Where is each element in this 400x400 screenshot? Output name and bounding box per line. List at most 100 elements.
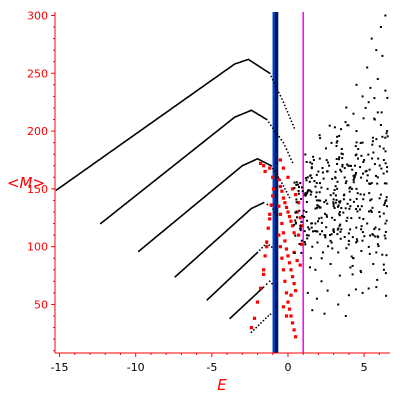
cloud-point bbox=[383, 182, 386, 185]
cloud-point bbox=[330, 233, 333, 236]
red-data-point bbox=[286, 254, 290, 258]
curve-point bbox=[268, 72, 271, 75]
cloud-point bbox=[376, 78, 379, 80]
cloud-point bbox=[332, 201, 335, 204]
cloud-point bbox=[333, 231, 335, 234]
cloud-point bbox=[336, 135, 339, 138]
cloud-point bbox=[307, 189, 310, 191]
cloud-point bbox=[342, 194, 345, 197]
red-data-point bbox=[298, 216, 302, 220]
cloud-point bbox=[340, 152, 343, 155]
cloud-point bbox=[345, 180, 348, 183]
cloud-point bbox=[339, 223, 342, 226]
cloud-point bbox=[294, 219, 297, 222]
cloud-point bbox=[310, 167, 313, 170]
cloud-point bbox=[359, 208, 361, 211]
curve-point bbox=[293, 127, 296, 129]
cloud-point bbox=[350, 217, 353, 220]
red-data-point bbox=[289, 268, 293, 272]
curve-point bbox=[284, 145, 286, 147]
red-data-point bbox=[277, 233, 281, 237]
red-data-point bbox=[262, 268, 266, 272]
cloud-point bbox=[316, 241, 319, 244]
cloud-point bbox=[341, 165, 344, 168]
red-data-point bbox=[289, 314, 293, 318]
red-data-point bbox=[286, 175, 290, 179]
cloud-point bbox=[316, 204, 319, 207]
cloud-point bbox=[326, 187, 329, 190]
cloud-point bbox=[321, 171, 324, 174]
cloud-point bbox=[384, 237, 387, 240]
cloud-point bbox=[293, 181, 296, 184]
x-tick-label: 5 bbox=[361, 361, 368, 374]
cloud-point bbox=[326, 289, 329, 292]
red-data-point bbox=[266, 226, 270, 230]
cloud-point bbox=[299, 227, 302, 230]
cloud-point bbox=[312, 155, 315, 158]
cloud-point bbox=[362, 161, 365, 163]
curve-point bbox=[267, 315, 270, 317]
cloud-point bbox=[362, 117, 365, 120]
cloud-point bbox=[319, 182, 321, 185]
cloud-point bbox=[361, 291, 364, 294]
curve-point bbox=[291, 161, 294, 164]
cloud-point bbox=[349, 186, 352, 189]
cloud-point bbox=[321, 230, 323, 233]
cloud-point bbox=[368, 252, 371, 255]
red-data-point bbox=[281, 231, 285, 235]
cloud-point bbox=[333, 207, 336, 209]
cloud-point bbox=[353, 175, 356, 178]
cloud-point bbox=[374, 235, 377, 238]
red-data-point bbox=[290, 187, 295, 191]
curve-point bbox=[285, 190, 288, 193]
cloud-point bbox=[347, 294, 350, 297]
cloud-point bbox=[318, 157, 321, 160]
cloud-point bbox=[375, 174, 377, 177]
cloud-point bbox=[326, 170, 329, 173]
cloud-point bbox=[375, 49, 378, 52]
curve-point bbox=[286, 110, 289, 113]
cloud-point bbox=[319, 233, 322, 236]
cloud-point bbox=[320, 221, 323, 224]
cloud-point bbox=[360, 250, 363, 252]
cloud-point bbox=[378, 197, 381, 200]
cloud-point bbox=[349, 198, 352, 201]
cloud-point bbox=[354, 164, 356, 167]
curve-point bbox=[273, 82, 276, 84]
cloud-point bbox=[296, 216, 298, 219]
cloud-point bbox=[295, 183, 298, 186]
cloud-point bbox=[318, 217, 320, 220]
cloud-point bbox=[354, 173, 357, 176]
cloud-point bbox=[374, 226, 377, 229]
red-data-point bbox=[278, 158, 282, 162]
cloud-point bbox=[299, 182, 302, 184]
red-data-point bbox=[278, 184, 282, 189]
cloud-point bbox=[386, 205, 388, 208]
red-data-point bbox=[286, 210, 290, 214]
cloud-point bbox=[366, 66, 369, 69]
cloud-point bbox=[306, 191, 309, 194]
cloud-point bbox=[359, 142, 362, 144]
curve-point bbox=[255, 326, 258, 329]
cloud-point bbox=[347, 243, 350, 246]
cloud-point bbox=[301, 214, 304, 217]
curve-point bbox=[290, 120, 293, 123]
red-data-point bbox=[294, 193, 298, 197]
cloud-point bbox=[319, 199, 322, 202]
cloud-point bbox=[336, 140, 339, 143]
curve-point bbox=[258, 249, 261, 252]
cloud-point bbox=[352, 178, 355, 181]
cloud-point bbox=[329, 194, 332, 197]
cloud-point bbox=[310, 226, 313, 229]
cloud-point bbox=[306, 176, 309, 179]
red-data-point bbox=[281, 305, 285, 309]
cloud-point bbox=[349, 228, 352, 231]
cloud-point bbox=[362, 198, 365, 201]
cloud-point bbox=[294, 221, 297, 224]
cloud-point bbox=[304, 192, 307, 195]
cloud-point bbox=[377, 236, 380, 239]
cloud-point bbox=[307, 234, 310, 237]
cloud-point bbox=[308, 228, 311, 231]
curve-point bbox=[269, 313, 272, 316]
cloud-point bbox=[361, 231, 364, 234]
